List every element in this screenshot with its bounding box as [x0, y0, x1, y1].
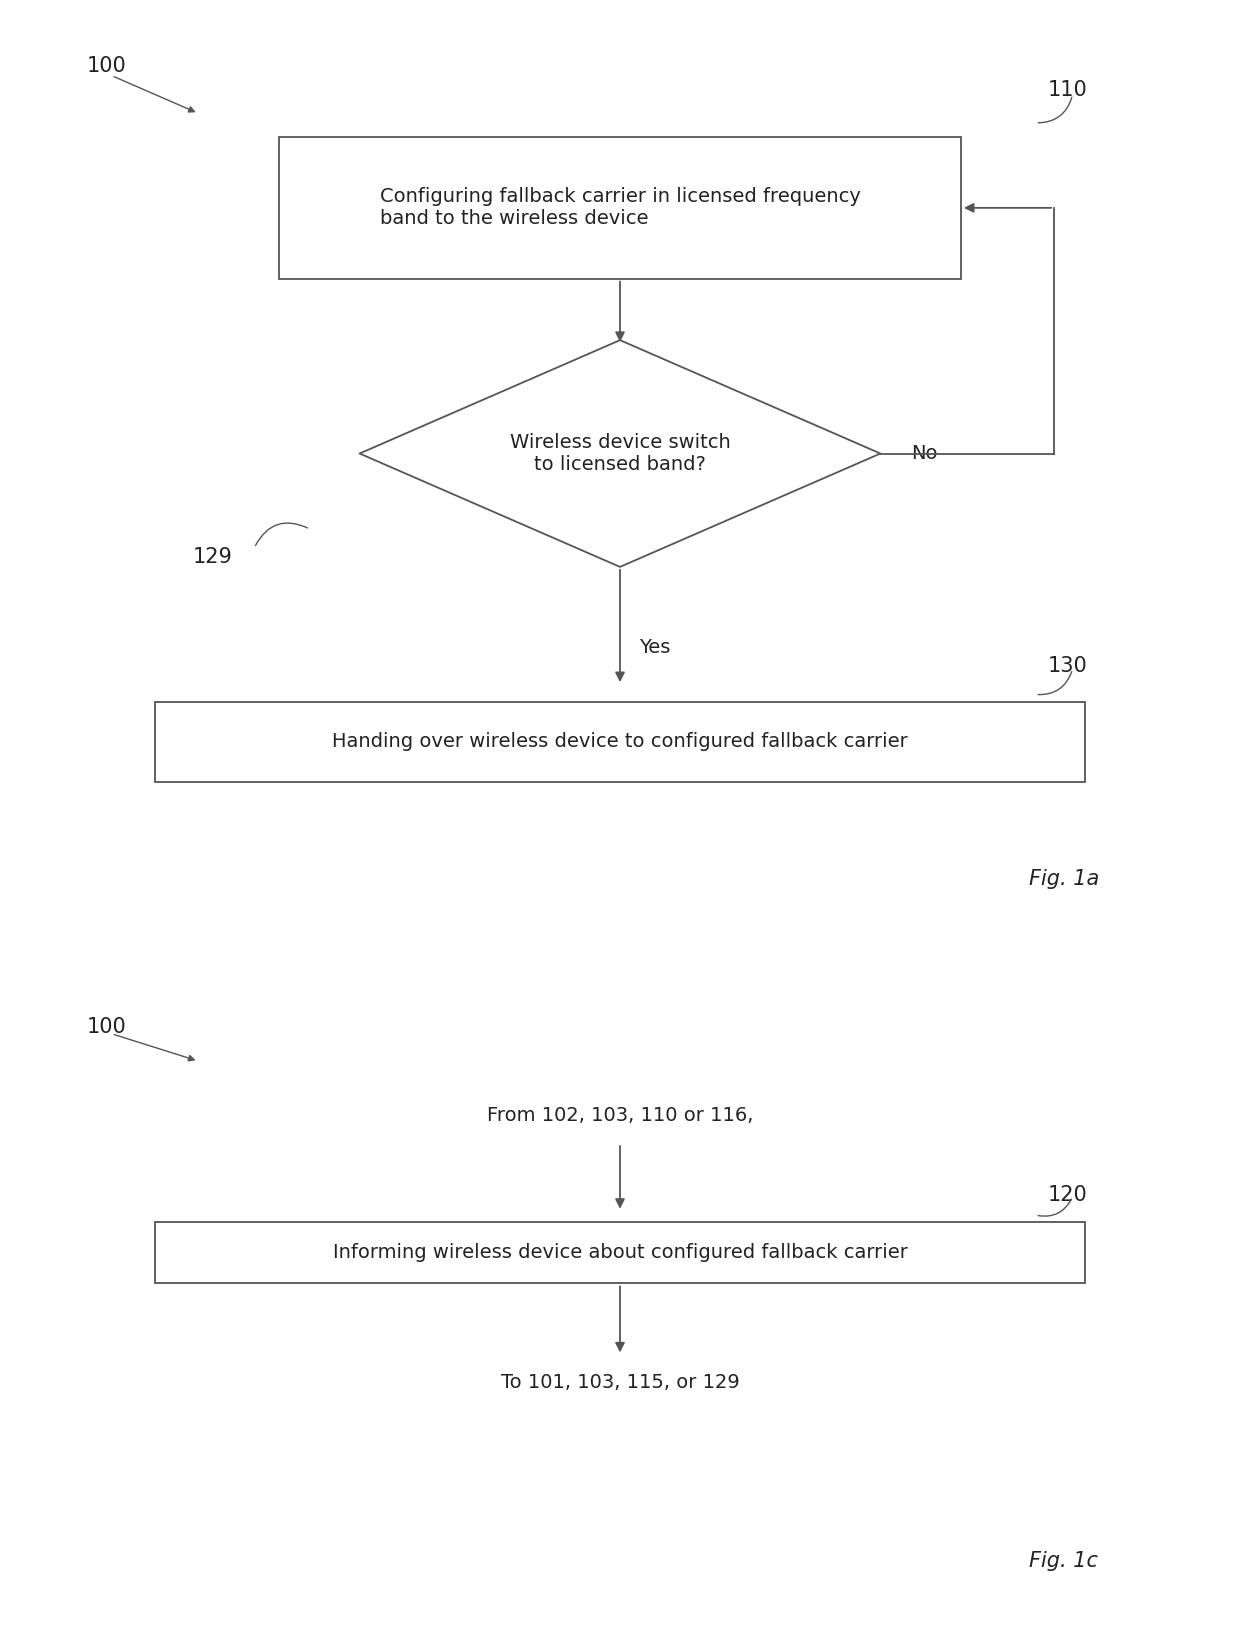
Text: Informing wireless device about configured fallback carrier: Informing wireless device about configur… [332, 1243, 908, 1262]
Text: To 101, 103, 115, or 129: To 101, 103, 115, or 129 [501, 1373, 739, 1393]
Text: 110: 110 [1048, 80, 1087, 99]
Text: 100: 100 [87, 55, 126, 77]
Text: Yes: Yes [639, 637, 670, 656]
FancyBboxPatch shape [155, 1222, 1085, 1284]
Text: 120: 120 [1048, 1184, 1087, 1204]
Text: No: No [911, 445, 937, 463]
Text: Handing over wireless device to configured fallback carrier: Handing over wireless device to configur… [332, 731, 908, 751]
Text: Fig. 1c: Fig. 1c [1029, 1551, 1099, 1570]
Text: Wireless device switch
to licensed band?: Wireless device switch to licensed band? [510, 433, 730, 474]
Text: From 102, 103, 110 or 116,: From 102, 103, 110 or 116, [487, 1106, 753, 1126]
Text: 130: 130 [1048, 656, 1087, 676]
Text: 100: 100 [87, 1016, 126, 1038]
Text: Configuring fallback carrier in licensed frequency
band to the wireless device: Configuring fallback carrier in licensed… [379, 187, 861, 228]
Text: Fig. 1a: Fig. 1a [1029, 868, 1100, 889]
Text: 129: 129 [192, 547, 232, 567]
FancyBboxPatch shape [279, 137, 961, 279]
FancyBboxPatch shape [155, 702, 1085, 782]
